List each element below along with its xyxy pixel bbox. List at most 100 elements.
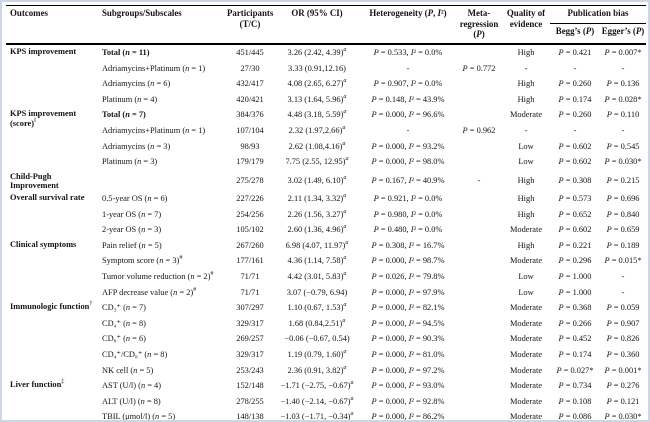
col-header-publication-bias: Publication bias [550,5,647,24]
cell-subgroup: 2-year OS (n = 3) [102,225,162,235]
cell-or: −1.03 (−1.71, −0.34)a [274,409,360,420]
table-row: Child-Pugh Improvement 275/278 3.02 (1.49,… [6,170,646,191]
table-row: 2-year OS (n = 3) 105/102 2.60 (1.36, 4.96… [6,222,646,238]
table-row: KPS improvement (score)‖ Total (n = 7) 384… [6,107,646,128]
cell-quality: Moderate [502,409,550,420]
cell-quality: Moderate [509,381,543,391]
table-row: AFP decrease value (n = 2)# 71/71 3.07 (−0… [6,285,646,301]
cell-participants: 329/317 [236,350,264,360]
cell-heterogeneity: P = 0.000, I² = 92.8% [371,396,445,406]
cell-or: 3.26 (2.42, 4.39)a [287,46,347,58]
cell-meta-regression [456,92,502,108]
cell-beggs: P = 0.027* [556,365,594,375]
col-header-heterogeneity: Heterogeneity (P, I²) [360,5,456,46]
cell-participants: 432/417 [236,79,264,89]
cell-subgroup: Adriamycins (n = 3) [102,141,171,151]
col-header-participants: Participants (T/C) [226,5,274,46]
cell-quality: Moderate [509,365,543,375]
cell-beggs: P = 0.174 [558,350,592,360]
cell-outcome: Overall survival rate [10,193,85,203]
cell-participants: 269/257 [236,334,264,344]
cell-subgroup: Pain relief (n = 5) [102,240,162,250]
cell-quality: Moderate [509,318,543,328]
table-row: Adriamycins+Platinum (n = 1) 107/104 2.32 … [6,123,646,139]
cell-participants: 384/376 [236,110,264,120]
cell-meta-regression [456,363,502,379]
cell-or: 2.60 (1.36, 4.96)a [287,223,347,235]
cell-subgroup: ALT (U/l) (n = 8) [102,396,161,406]
cell-or: 3.13 (1.64, 5.96)a [287,93,347,104]
cell-eggers: P = 0.826 [606,334,640,344]
cell-eggers: P = 0.696 [606,194,640,204]
header-row-main: Outcomes Subgroups/Subscales Participant… [6,5,647,46]
cell-eggers: P = 0.545 [606,141,640,151]
cell-eggers: P = 0.360 [606,350,640,360]
cell-quality: - [524,126,528,135]
cell-subgroup [98,170,226,191]
cell-quality: Moderate [509,225,543,235]
cell-or: 4.48 (3.18, 5.59)a [287,108,347,120]
cell-meta-regression [456,238,502,254]
cell-meta-regression [456,378,502,394]
cell-or: −0.06 (−0.67, 0.54) [284,334,350,344]
cell-beggs: P = 0.086 [550,409,600,420]
table-row: Adriamycins (n = 6) 432/417 4.08 (2.65, 6.… [6,76,646,92]
cell-meta-regression [456,44,502,61]
cell-subgroup: NK cell (n = 5) [102,365,154,375]
col-header-subgroups: Subgroups/Subscales [98,5,226,46]
cell-subgroup: CD₄⁺/CD₈⁺ (n = 8) [102,350,168,360]
cell-or: 2.26 (1.56, 3.27)a [287,207,347,219]
table-header: Outcomes Subgroups/Subscales Participant… [6,5,647,46]
cell-beggs: P = 0.174 [558,94,592,104]
table-row: Overall survival rate 0.5-year OS (n = 6)… [6,191,646,207]
cell-meta-regression [456,154,502,170]
cell-subgroup: Platinum (n = 4) [102,94,158,104]
cell-heterogeneity: P = 0.533, I² = 0.0% [373,48,443,58]
cell-or: 3.07 (−0.79, 6.94) [286,287,348,297]
cell-heterogeneity: P = 0.000, I² = 96.6% [371,110,445,120]
cell-heterogeneity: P = 0.000, I² = 81.0% [371,350,445,360]
cell-beggs: P = 0.260 [558,79,592,89]
cell-subgroup: Symptom score (n = 3)# [102,254,183,266]
cell-subgroup: TBIL (μmol/l) (n = 5) [98,409,226,420]
cell-meta-regression: P = 0.962 [462,126,496,135]
table-row: KPS improvement Total (n = 11) 451/445 3.26… [6,44,646,61]
table-row: Tumor volume reduction (n = 2)# 71/71 4.42… [6,269,646,285]
cell-heterogeneity: P = 0.000, I² = 93.2% [371,141,445,151]
cell-quality: Moderate [509,334,543,344]
cell-quality: Low [518,272,534,282]
cell-subgroup: 1-year OS (n = 7) [102,209,162,219]
cell-beggs: - [573,126,577,135]
cell-meta-regression [456,394,502,410]
cell-beggs: P = 0.421 [558,48,592,58]
cell-or: −1.40 (−2.14, −0.67)a [280,395,354,406]
cell-eggers: P = 0.840 [606,209,640,219]
cell-or: 1.19 (0.79, 1.60)a [287,348,347,360]
cell-eggers: P = 0.028* [604,94,642,104]
cell-heterogeneity: - [406,126,410,135]
cell-quality: High [517,79,535,89]
cell-outcome: Child-Pugh Improvement [10,171,59,191]
cell-quality: High [517,240,535,250]
cell-participants: 107/104 [236,126,264,135]
cell-beggs: P = 0.368 [558,303,592,313]
cell-eggers: P = 0.121 [606,396,640,406]
table-row: Platinum (n = 3) 179/179 7.75 (2.55, 12.95… [6,154,646,170]
cell-meta-regression [456,207,502,223]
cell-beggs: P = 0.573 [558,194,592,204]
cell-beggs: P = 1.000 [558,272,592,282]
cell-participants: 71/71 [240,272,260,282]
cell-subgroup: Platinum (n = 3) [102,157,158,167]
cell-participants: 148/138 [226,409,274,420]
cell-participants: 420/421 [236,94,264,104]
cell-beggs: P = 1.000 [558,287,592,297]
col-header-beggs: Begg’s (P) [550,23,600,46]
cell-eggers: P = 0.001* [604,365,642,375]
cell-beggs: P = 0.602 [558,141,592,151]
cell-beggs: P = 0.452 [558,334,592,344]
cell-quality: Moderate [509,350,543,360]
cell-eggers: - [621,272,625,282]
cell-meta-regression [456,191,502,207]
cell-heterogeneity: P = 0.148, I² = 43.9% [371,94,445,104]
table-row: Immunologic function† CD₃⁺ (n = 7) 307/297… [6,300,646,316]
